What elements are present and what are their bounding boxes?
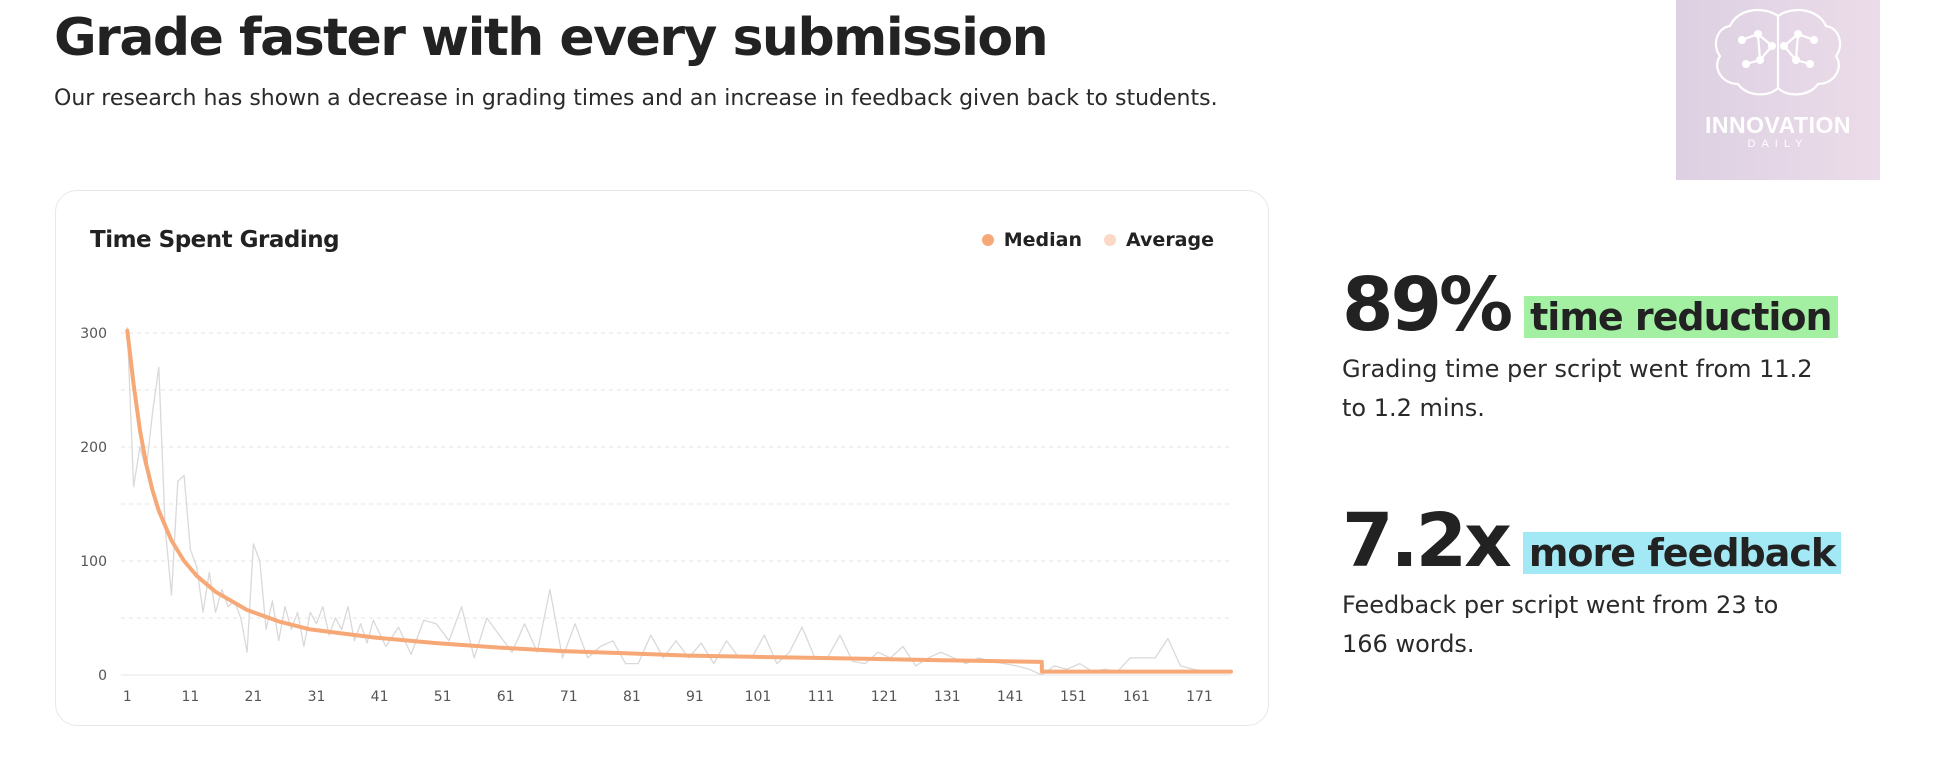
stat-tag-time-reduction: time reduction — [1524, 296, 1838, 338]
logo-word: INNOVATION — [1705, 112, 1851, 138]
x-tick-label: 51 — [434, 689, 452, 705]
x-tick-label: 131 — [934, 689, 961, 705]
x-tick-label: 31 — [308, 689, 326, 705]
legend-item-average[interactable]: Average — [1104, 229, 1214, 251]
legend-label-average: Average — [1126, 229, 1214, 251]
x-tick-label: 11 — [181, 689, 199, 705]
x-tick-label: 161 — [1123, 689, 1150, 705]
stat-description: Grading time per script went from 11.2 t… — [1342, 355, 1813, 422]
chart-title: Time Spent Grading — [90, 227, 340, 253]
legend-item-median[interactable]: Median — [981, 229, 1083, 251]
x-tick-label: 141 — [997, 689, 1024, 705]
page-title: Grade faster with every submission — [54, 8, 1049, 68]
y-tick-label: 0 — [98, 668, 107, 684]
legend-dot-average — [1104, 234, 1117, 246]
stat-description: Feedback per script went from 23 to 166 … — [1342, 591, 1779, 658]
x-tick-label: 111 — [808, 689, 835, 705]
x-tick-label: 91 — [686, 689, 704, 705]
stat-tag-more-feedback: more feedback — [1522, 532, 1842, 574]
x-tick-label: 71 — [560, 689, 578, 705]
stat-more-feedback: 7.2x more feedback Feedback per script we… — [1342, 498, 1842, 664]
x-tick-label: 21 — [245, 689, 263, 705]
stat-value: 7.2x — [1342, 498, 1512, 584]
x-tick-label: 121 — [871, 689, 898, 705]
page-subtitle: Our research has shown a decrease in gra… — [54, 86, 1218, 111]
x-tick-label: 1 — [123, 689, 132, 705]
x-tick-label: 101 — [745, 689, 772, 705]
stat-value: 89% — [1342, 262, 1513, 348]
innovation-daily-logo: INNOVATION DAILY — [1676, 0, 1880, 180]
legend-dot-median — [981, 234, 994, 246]
x-tick-label: 81 — [623, 689, 641, 705]
x-tick-label: 61 — [497, 689, 515, 705]
x-tick-label: 171 — [1186, 689, 1213, 705]
y-tick-label: 300 — [80, 326, 107, 342]
stat-time-reduction: 89% time reduction Grading time per scrip… — [1342, 262, 1838, 428]
chart-legend: Median Average — [981, 229, 1214, 251]
y-tick-label: 200 — [80, 440, 107, 456]
x-tick-label: 41 — [371, 689, 389, 705]
chart-card: Time Spent Grading Median Average 0 100 20… — [55, 190, 1269, 726]
series-line-median — [125, 328, 1233, 674]
y-tick-label: 100 — [80, 554, 107, 570]
x-tick-label: 151 — [1060, 689, 1087, 705]
logo-subword: DAILY — [1747, 138, 1809, 150]
legend-label-median: Median — [1003, 229, 1083, 251]
brain-icon — [1714, 8, 1842, 96]
